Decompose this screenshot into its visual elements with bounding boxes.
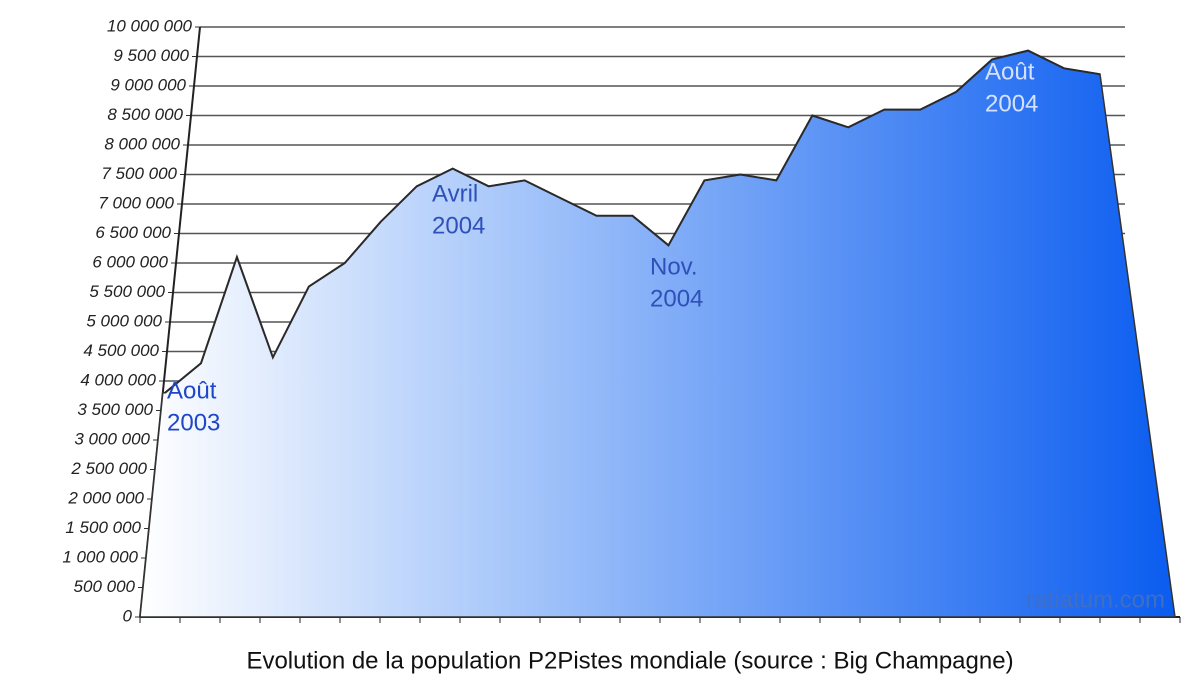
annotation: 2003 [167, 409, 220, 436]
annotation: Août [167, 377, 217, 404]
area [139, 49, 1176, 618]
y-tick-label: 3 500 000 [77, 400, 153, 419]
y-tick-label: 8 000 000 [104, 134, 180, 153]
y-tick-label: 5 500 000 [89, 282, 165, 301]
annotation: 2004 [985, 90, 1038, 117]
y-tick-label: 7 000 000 [98, 193, 174, 212]
plot [139, 49, 1176, 618]
y-tick-label: 4 500 000 [83, 341, 159, 360]
y-tick-label: 5 000 000 [86, 311, 162, 330]
y-tick-label: 4 000 000 [80, 370, 156, 389]
y-tick-label: 10 000 000 [107, 16, 193, 35]
annotation: 2004 [650, 285, 703, 312]
y-tick-label: 7 500 000 [101, 164, 177, 183]
annotation: Août [985, 58, 1035, 85]
y-tick-label: 2 000 000 [67, 488, 144, 507]
area-line [164, 49, 1101, 394]
chart-title: Evolution de la population P2Pistes mond… [246, 647, 1013, 674]
y-tick-label: 0 [123, 606, 133, 625]
y-tick-label: 1 000 000 [62, 547, 138, 566]
y-tick-label: 8 500 000 [107, 105, 183, 124]
annotation: 2004 [432, 212, 485, 239]
y-tick-label: 9 000 000 [110, 75, 186, 94]
y-tick-label: 2 500 000 [70, 459, 147, 478]
y-tick-label: 6 500 000 [95, 223, 171, 242]
y-tick-label: 500 000 [74, 577, 136, 596]
y-tick-label: 9 500 000 [113, 46, 189, 65]
watermark: ratiatum.com [1026, 586, 1165, 613]
y-tick-label: 6 000 000 [92, 252, 168, 271]
annotation: Nov. [650, 253, 698, 280]
y-tick-label: 3 000 000 [74, 429, 150, 448]
y-tick-label: 1 500 000 [65, 518, 141, 537]
annotation: Avril [432, 180, 478, 207]
